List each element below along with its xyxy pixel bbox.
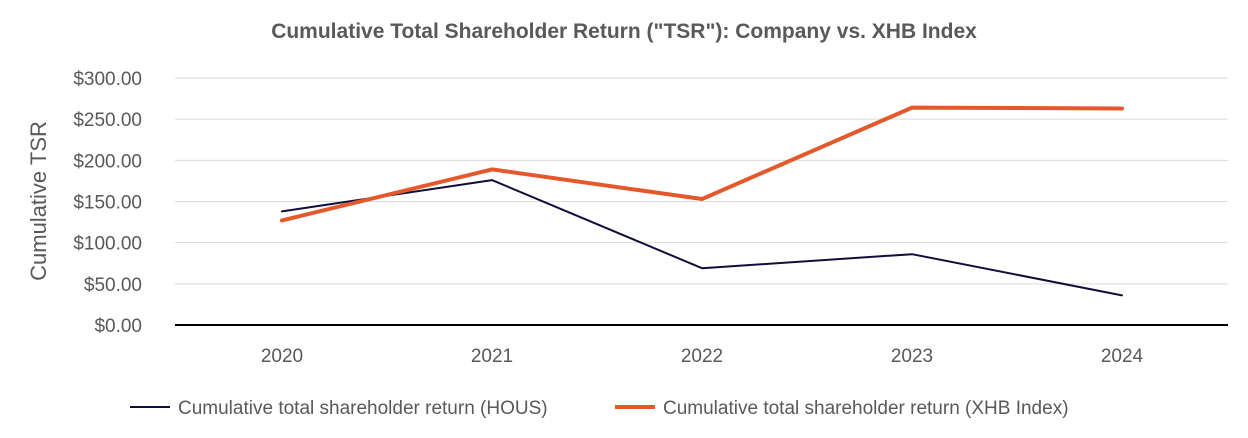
y-axis-label: Cumulative TSR (26, 121, 51, 281)
series-line-xhb (280, 105, 1124, 223)
x-tick-label: 2023 (891, 346, 933, 367)
x-tick-label: 2024 (1101, 346, 1144, 367)
x-tick-label: 2020 (261, 346, 303, 367)
x-tick-labels: 2020 2021 2022 2023 2024 (261, 346, 1144, 367)
y-tick-label: $50.00 (84, 275, 142, 296)
gridlines (175, 77, 1228, 326)
legend: Cumulative total shareholder return (HOU… (130, 398, 1069, 419)
legend-label: Cumulative total shareholder return (XHB… (663, 398, 1069, 419)
y-tick-label: $250.00 (73, 110, 142, 131)
y-tick-labels: $0.00 $50.00 $100.00 $150.00 $200.00 $250.00 $… (73, 69, 142, 337)
legend-label: Cumulative total shareholder return (HOU… (178, 398, 548, 419)
x-tick-label: 2021 (471, 346, 513, 367)
y-tick-label: $150.00 (73, 193, 142, 214)
y-tick-label: $100.00 (73, 234, 142, 255)
chart-title: Cumulative Total Shareholder Return ("TS… (271, 20, 977, 43)
series-lines (280, 105, 1124, 297)
y-tick-label: $0.00 (94, 316, 142, 337)
y-tick-label: $200.00 (73, 151, 142, 172)
y-tick-label: $300.00 (73, 69, 142, 90)
x-tick-label: 2022 (681, 346, 723, 367)
